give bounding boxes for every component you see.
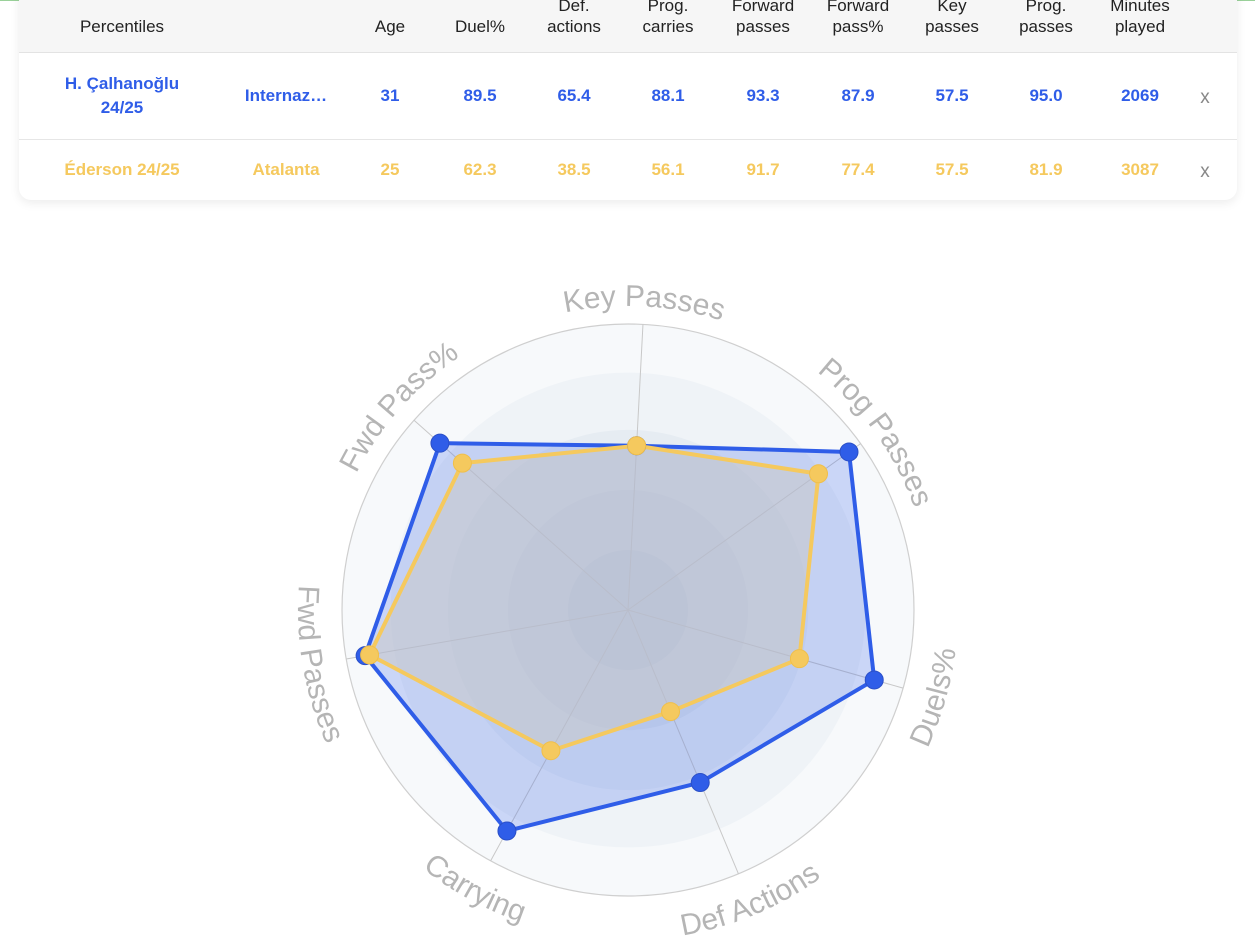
team-name[interactable]: Internaz… [244, 85, 328, 105]
prog-carries-value: 56.1 [651, 160, 685, 179]
data-point [627, 436, 647, 456]
age-value: 25 [380, 160, 400, 179]
data-point [661, 702, 681, 722]
team-name[interactable]: Atalanta [252, 160, 320, 179]
data-point [430, 433, 450, 453]
header-duel[interactable]: Duel% [454, 17, 506, 36]
prog-passes-value: 95.0 [1029, 85, 1063, 105]
key-passes-value: 57.5 [935, 160, 969, 179]
key-passes-value: 57.5 [935, 85, 969, 105]
data-point [360, 645, 380, 665]
data-point [497, 821, 517, 841]
minutes-value: 2069 [1121, 85, 1159, 105]
header-age[interactable]: Age [374, 17, 406, 36]
header-prog-carries[interactable]: Prog. carries [642, 0, 694, 36]
data-point [789, 649, 809, 669]
header-prog-passes[interactable]: Prog. passes [1019, 0, 1073, 36]
data-point [809, 464, 829, 484]
prog-carries-value: 88.1 [651, 85, 685, 105]
header-forward-pass-pct[interactable]: Forward pass% [826, 0, 890, 36]
forward-pass-pct-value: 87.9 [841, 85, 875, 105]
remove-row-button[interactable]: x [1200, 161, 1210, 182]
comparison-table: Percentiles Age Duel% Def. actions Prog.… [19, 0, 1237, 200]
forward-passes-value: 93.3 [746, 85, 780, 105]
forward-passes-value: 91.7 [746, 160, 780, 179]
player-name[interactable]: H. Çalhanoğlu 24/25 [64, 73, 180, 117]
table-row: H. Çalhanoğlu 24/25 Internaz… 31 89.5 65… [19, 52, 1237, 140]
age-value: 31 [380, 85, 400, 105]
data-point [864, 670, 884, 690]
forward-pass-pct-value: 77.4 [841, 160, 875, 179]
minutes-value: 3087 [1121, 160, 1159, 179]
def-actions-value: 65.4 [557, 85, 591, 105]
data-point [452, 453, 472, 473]
table-row: Éderson 24/25 Atalanta 25 62.3 38.5 56.1… [19, 140, 1237, 200]
data-point [541, 741, 561, 761]
header-minutes-played[interactable]: Minutes played [1110, 0, 1170, 36]
data-point [690, 773, 710, 793]
axis-label-duels-: Duels% [904, 645, 963, 751]
header-player: Percentiles [79, 17, 165, 36]
radar-outer-circle [341, 323, 915, 897]
duel-value: 89.5 [463, 85, 497, 105]
data-point [839, 442, 859, 462]
player-name[interactable]: Éderson 24/25 [64, 160, 180, 179]
axis-label-key-passes: Key Passes [561, 280, 729, 328]
header-forward-passes[interactable]: Forward passes [731, 0, 795, 36]
series-area-secondary [367, 443, 821, 753]
duel-value: 62.3 [463, 160, 497, 179]
table-header: Percentiles Age Duel% Def. actions Prog.… [19, 0, 1237, 53]
header-key-passes[interactable]: Key passes [925, 0, 979, 36]
remove-row-button[interactable]: x [1200, 86, 1210, 108]
prog-passes-value: 81.9 [1029, 160, 1063, 179]
def-actions-value: 38.5 [557, 160, 591, 179]
header-def-actions[interactable]: Def. actions [547, 0, 601, 36]
